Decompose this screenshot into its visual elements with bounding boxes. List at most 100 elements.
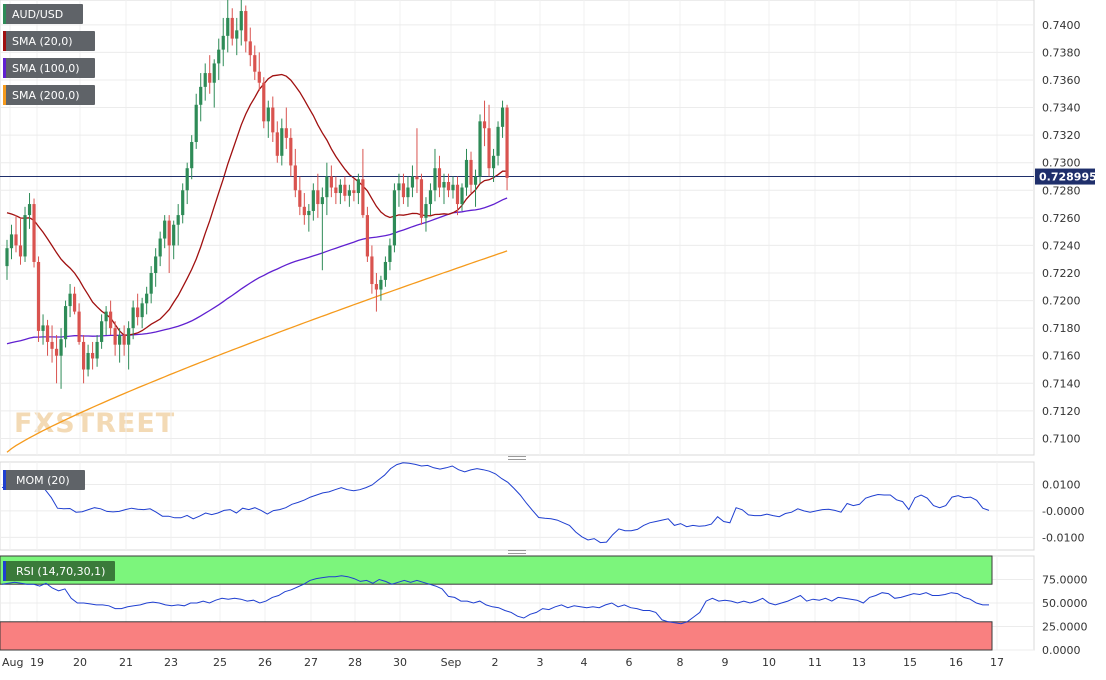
- candle-body: [36, 261, 41, 331]
- rsi-tick-label: 75.0000: [1042, 574, 1088, 587]
- candle-body: [23, 215, 27, 257]
- candle-body: [41, 325, 45, 331]
- candle-body: [253, 55, 257, 72]
- candle-body: [478, 121, 482, 177]
- candle-body: [5, 248, 9, 267]
- candle-body: [45, 325, 50, 342]
- legend-box[interactable]: [3, 85, 95, 105]
- price-tick-label: 0.7220: [1042, 267, 1081, 280]
- candle-body: [109, 311, 113, 329]
- legend-label: SMA (200,0): [12, 89, 80, 102]
- mom-panel: [0, 461, 1035, 551]
- x-tick-label: 13: [852, 656, 866, 669]
- legend-box[interactable]: [3, 4, 83, 24]
- rsi-legend-box[interactable]: [3, 561, 115, 581]
- momentum-line: [1, 462, 990, 544]
- candle-body: [257, 71, 261, 83]
- candle-body: [451, 184, 455, 191]
- price-tick-label: 0.7180: [1042, 322, 1081, 335]
- candle-body: [244, 11, 248, 42]
- candle-body: [406, 187, 410, 198]
- rsi-legend-label: RSI (14,70,30,1): [16, 565, 105, 578]
- legend-item-2[interactable]: SMA (100,0): [3, 58, 95, 78]
- mom-tick-label: -0.0100: [1042, 531, 1084, 544]
- legend-color-swatch: [3, 85, 6, 105]
- candle-body: [316, 190, 320, 205]
- candle-body: [419, 179, 424, 218]
- x-tick-label: 6: [626, 656, 633, 669]
- candle-body: [208, 73, 212, 83]
- candle-body: [275, 132, 279, 156]
- legend-item-3[interactable]: SMA (200,0): [3, 85, 95, 105]
- candle-body: [266, 107, 270, 122]
- sma-200-line: [6, 250, 508, 453]
- candle-body: [338, 184, 342, 194]
- candle-body: [86, 352, 90, 370]
- price-tick-label: 0.7140: [1042, 377, 1081, 390]
- x-tick-label: 30: [393, 656, 407, 669]
- candle-body: [311, 190, 315, 211]
- x-tick-label: 25: [213, 656, 227, 669]
- price-tick-label: 0.7280: [1042, 184, 1081, 197]
- candle-body: [113, 328, 117, 345]
- candle-body: [433, 168, 437, 191]
- candle-body: [176, 215, 180, 225]
- candle-body: [248, 41, 252, 56]
- candle-body: [81, 341, 86, 370]
- candle-body: [217, 49, 221, 64]
- candle-body: [167, 220, 171, 246]
- x-tick-label: 17: [990, 656, 1004, 669]
- x-tick-label: 16: [949, 656, 963, 669]
- mom-tick-label: -0.0000: [1042, 505, 1084, 518]
- candle-body: [239, 11, 243, 31]
- candle-body: [424, 204, 428, 218]
- candle-body: [14, 234, 18, 246]
- mom-legend-box[interactable]: [3, 470, 85, 490]
- candle-body: [469, 159, 473, 185]
- sma-20-line: [6, 73, 508, 336]
- candle-body: [325, 176, 329, 198]
- candle-body: [347, 190, 351, 196]
- candle-body: [72, 293, 77, 312]
- candle-body: [63, 306, 68, 340]
- legend-color-swatch: [3, 58, 6, 78]
- candle-body: [158, 238, 162, 257]
- candle-body: [77, 311, 81, 342]
- candle-body: [50, 341, 54, 349]
- mom-color-swatch: [3, 470, 6, 490]
- candle-body: [455, 184, 460, 205]
- candle-body: [352, 190, 356, 194]
- watermark-logo: FXSTREET: [14, 408, 175, 439]
- x-tick-label: Sep: [441, 656, 462, 669]
- legend-item-1[interactable]: SMA (20,0): [3, 31, 95, 51]
- legend-item-0[interactable]: AUD/USD: [3, 4, 83, 24]
- candle-body: [482, 121, 487, 129]
- x-tick-label: 3: [537, 656, 544, 669]
- candle-body: [136, 307, 140, 318]
- candle-body: [181, 190, 185, 216]
- candle-body: [505, 107, 509, 178]
- candle-body: [361, 179, 365, 216]
- x-tick-label: 21: [119, 656, 133, 669]
- legend-box[interactable]: [3, 58, 95, 78]
- candle-body: [131, 307, 135, 329]
- candle-body: [415, 176, 419, 180]
- price-tick-label: 0.7100: [1042, 432, 1081, 445]
- x-tick-label: 15: [903, 656, 917, 669]
- candle-body: [271, 107, 275, 133]
- candle-body: [104, 311, 108, 322]
- candle-body: [118, 335, 122, 345]
- legend-box[interactable]: [3, 31, 95, 51]
- candle-body: [18, 245, 23, 257]
- candle-body: [298, 190, 302, 207]
- price-tick-label: 0.7200: [1042, 295, 1081, 308]
- x-tick-label: Aug: [2, 656, 23, 669]
- candle-body: [460, 187, 464, 205]
- candle-body: [401, 183, 406, 198]
- candle-body: [397, 183, 401, 191]
- x-tick-label: 26: [258, 656, 272, 669]
- x-tick-label: 2: [492, 656, 499, 669]
- candle-body: [190, 142, 194, 169]
- candle-body: [329, 176, 333, 188]
- candle-body: [307, 210, 311, 216]
